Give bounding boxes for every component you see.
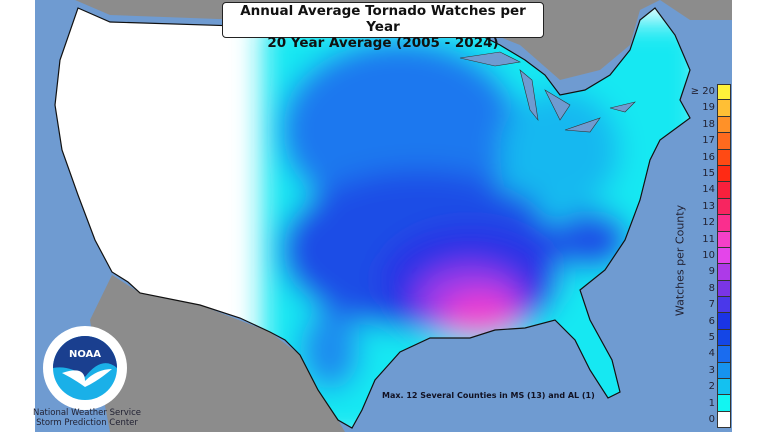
legend-swatch xyxy=(717,100,731,117)
legend-tick: 9 xyxy=(708,266,715,278)
legend-tick: 5 xyxy=(708,332,715,343)
legend-swatch xyxy=(717,280,731,298)
legend-tick: 16 xyxy=(702,151,715,163)
legend-swatch xyxy=(717,329,731,347)
legend-tick: 7 xyxy=(708,299,715,311)
legend-tick: 19 xyxy=(702,102,715,114)
legend-swatch xyxy=(717,346,731,363)
legend-swatch xyxy=(717,133,731,150)
tornado-watch-map xyxy=(35,0,732,432)
credit: National Weather Service Storm Predictio… xyxy=(22,408,152,428)
mexico-land xyxy=(90,275,345,432)
legend-swatch xyxy=(717,395,731,412)
legend-swatch xyxy=(717,379,731,396)
legend-tick: ≥ 20 xyxy=(690,86,715,97)
map-title: Annual Average Tornado Watches per Year … xyxy=(222,2,544,51)
legend-tick: 6 xyxy=(708,315,715,327)
legend-tick: 11 xyxy=(702,233,715,245)
title-line2: 20 Year Average (2005 - 2024) xyxy=(267,35,499,51)
legend-tick: 12 xyxy=(702,217,715,229)
noaa-logo: NOAA xyxy=(43,326,127,410)
legend-swatch xyxy=(717,149,731,166)
legend-tick: 10 xyxy=(702,250,715,261)
legend-tick: 3 xyxy=(708,364,715,376)
legend-swatch xyxy=(717,116,731,134)
legend-tick: 13 xyxy=(702,200,715,212)
legend-swatch xyxy=(717,182,731,199)
legend-tick: 0 xyxy=(708,414,715,425)
legend-tick: 4 xyxy=(708,348,715,360)
svg-text:NOAA: NOAA xyxy=(69,349,101,360)
legend-swatch xyxy=(717,411,731,429)
legend-swatch xyxy=(717,264,731,281)
legend-tick: 18 xyxy=(702,118,715,130)
legend-swatch xyxy=(717,198,731,216)
legend-swatch xyxy=(717,313,731,330)
legend-swatch xyxy=(717,84,731,101)
legend-swatch xyxy=(717,362,731,380)
credit-line2: Storm Prediction Center xyxy=(36,418,138,428)
canada-land xyxy=(35,0,732,80)
legend-swatch xyxy=(717,247,731,265)
title-line1: Annual Average Tornado Watches per Year xyxy=(240,3,526,35)
legend-swatch xyxy=(717,297,731,314)
legend-tick: 14 xyxy=(702,184,715,196)
color-legend: ≥ 20 19 18 17 16 15 14 13 12 11 10 9 8 7 6 5 4 3 2 1 0 xyxy=(691,84,731,429)
credit-line1: National Weather Service xyxy=(32,408,142,418)
legend-tick: 15 xyxy=(702,168,715,179)
us-land xyxy=(55,8,690,428)
legend-axis-label: Watches per County xyxy=(673,204,687,317)
max-annotation: Max. 12 Several Counties in MS (13) and … xyxy=(382,391,595,400)
legend-tick: 17 xyxy=(702,135,715,147)
legend-tick: 1 xyxy=(708,397,715,409)
legend-swatch xyxy=(717,231,731,248)
legend-tick: 2 xyxy=(708,381,715,393)
legend-swatch xyxy=(717,215,731,232)
legend-tick: 8 xyxy=(708,282,715,294)
legend-swatch xyxy=(717,165,731,183)
great-lakes xyxy=(459,51,636,133)
